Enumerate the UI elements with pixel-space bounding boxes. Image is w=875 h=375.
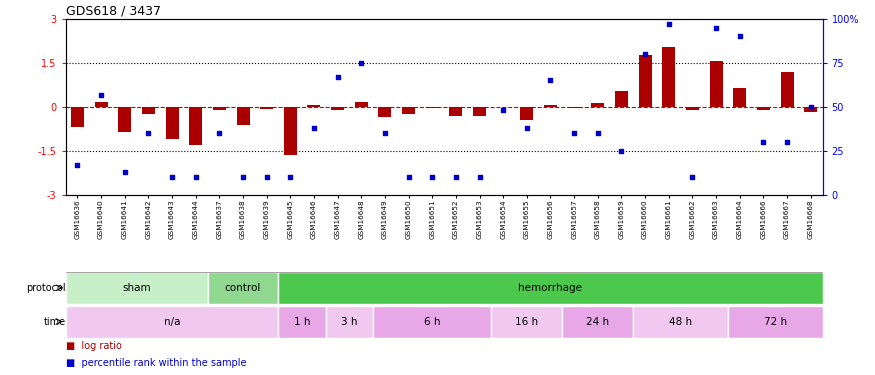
Bar	[284, 107, 297, 155]
Text: ■  log ratio: ■ log ratio	[66, 340, 122, 351]
Point	[591, 130, 605, 136]
Text: 6 h: 6 h	[424, 316, 440, 327]
Point	[354, 60, 368, 66]
Bar	[492, 306, 563, 338]
Text: time: time	[44, 316, 66, 327]
Bar	[378, 107, 391, 117]
Bar	[236, 107, 249, 124]
Point	[732, 33, 746, 39]
Point	[473, 174, 487, 180]
Point	[331, 74, 345, 80]
Point	[118, 169, 132, 175]
Point	[496, 107, 510, 113]
Bar	[213, 107, 226, 110]
Bar	[568, 107, 581, 108]
Bar	[662, 46, 676, 107]
Point	[236, 174, 250, 180]
Bar	[118, 107, 131, 132]
Text: sham: sham	[123, 283, 150, 293]
Bar	[686, 107, 699, 110]
Bar	[450, 107, 462, 116]
Bar	[71, 107, 84, 128]
Bar	[373, 306, 492, 338]
Point	[780, 139, 794, 145]
Point	[449, 174, 463, 180]
Bar	[207, 272, 278, 304]
Bar	[165, 107, 178, 139]
Point	[614, 148, 628, 154]
Bar	[592, 104, 605, 107]
Point	[638, 51, 652, 57]
Bar	[780, 72, 794, 107]
Bar	[354, 102, 367, 107]
Point	[284, 174, 298, 180]
Point	[803, 104, 817, 110]
Bar	[260, 107, 273, 109]
Point	[71, 162, 85, 168]
Text: 48 h: 48 h	[669, 316, 692, 327]
Point	[425, 174, 439, 180]
Text: ■  percentile rank within the sample: ■ percentile rank within the sample	[66, 357, 246, 368]
Bar	[142, 107, 155, 114]
Point	[567, 130, 581, 136]
Bar	[804, 107, 817, 112]
Point	[756, 139, 770, 145]
Text: GDS618 / 3437: GDS618 / 3437	[66, 4, 161, 18]
Text: protocol: protocol	[26, 283, 66, 293]
Point	[662, 21, 676, 27]
Point	[307, 125, 321, 131]
Bar	[278, 306, 326, 338]
Text: 16 h: 16 h	[515, 316, 538, 327]
Bar	[639, 56, 652, 107]
Bar	[66, 306, 278, 338]
Point	[709, 25, 723, 31]
Text: 24 h: 24 h	[586, 316, 609, 327]
Bar	[326, 306, 373, 338]
Bar	[544, 105, 557, 107]
Point	[165, 174, 179, 180]
Point	[260, 174, 274, 180]
Bar	[615, 91, 628, 107]
Point	[378, 130, 392, 136]
Bar	[426, 107, 438, 108]
Point	[543, 78, 557, 84]
Text: hemorrhage: hemorrhage	[519, 283, 583, 293]
Text: 72 h: 72 h	[764, 316, 787, 327]
Point	[142, 130, 156, 136]
Bar	[473, 107, 486, 116]
Bar	[189, 107, 202, 145]
Point	[213, 130, 227, 136]
Bar	[331, 107, 344, 110]
Point	[685, 174, 699, 180]
Bar	[66, 272, 207, 304]
Text: control: control	[225, 283, 262, 293]
Bar	[710, 62, 723, 107]
Bar	[728, 306, 822, 338]
Bar	[733, 88, 746, 107]
Point	[520, 125, 534, 131]
Bar	[278, 272, 822, 304]
Bar	[402, 107, 415, 114]
Text: n/a: n/a	[164, 316, 180, 327]
Bar	[563, 306, 634, 338]
Bar	[94, 102, 108, 107]
Text: 3 h: 3 h	[341, 316, 358, 327]
Point	[402, 174, 416, 180]
Bar	[307, 105, 320, 107]
Point	[94, 92, 108, 98]
Bar	[521, 107, 534, 120]
Text: 1 h: 1 h	[294, 316, 311, 327]
Bar	[634, 306, 728, 338]
Point	[189, 174, 203, 180]
Bar	[757, 107, 770, 110]
